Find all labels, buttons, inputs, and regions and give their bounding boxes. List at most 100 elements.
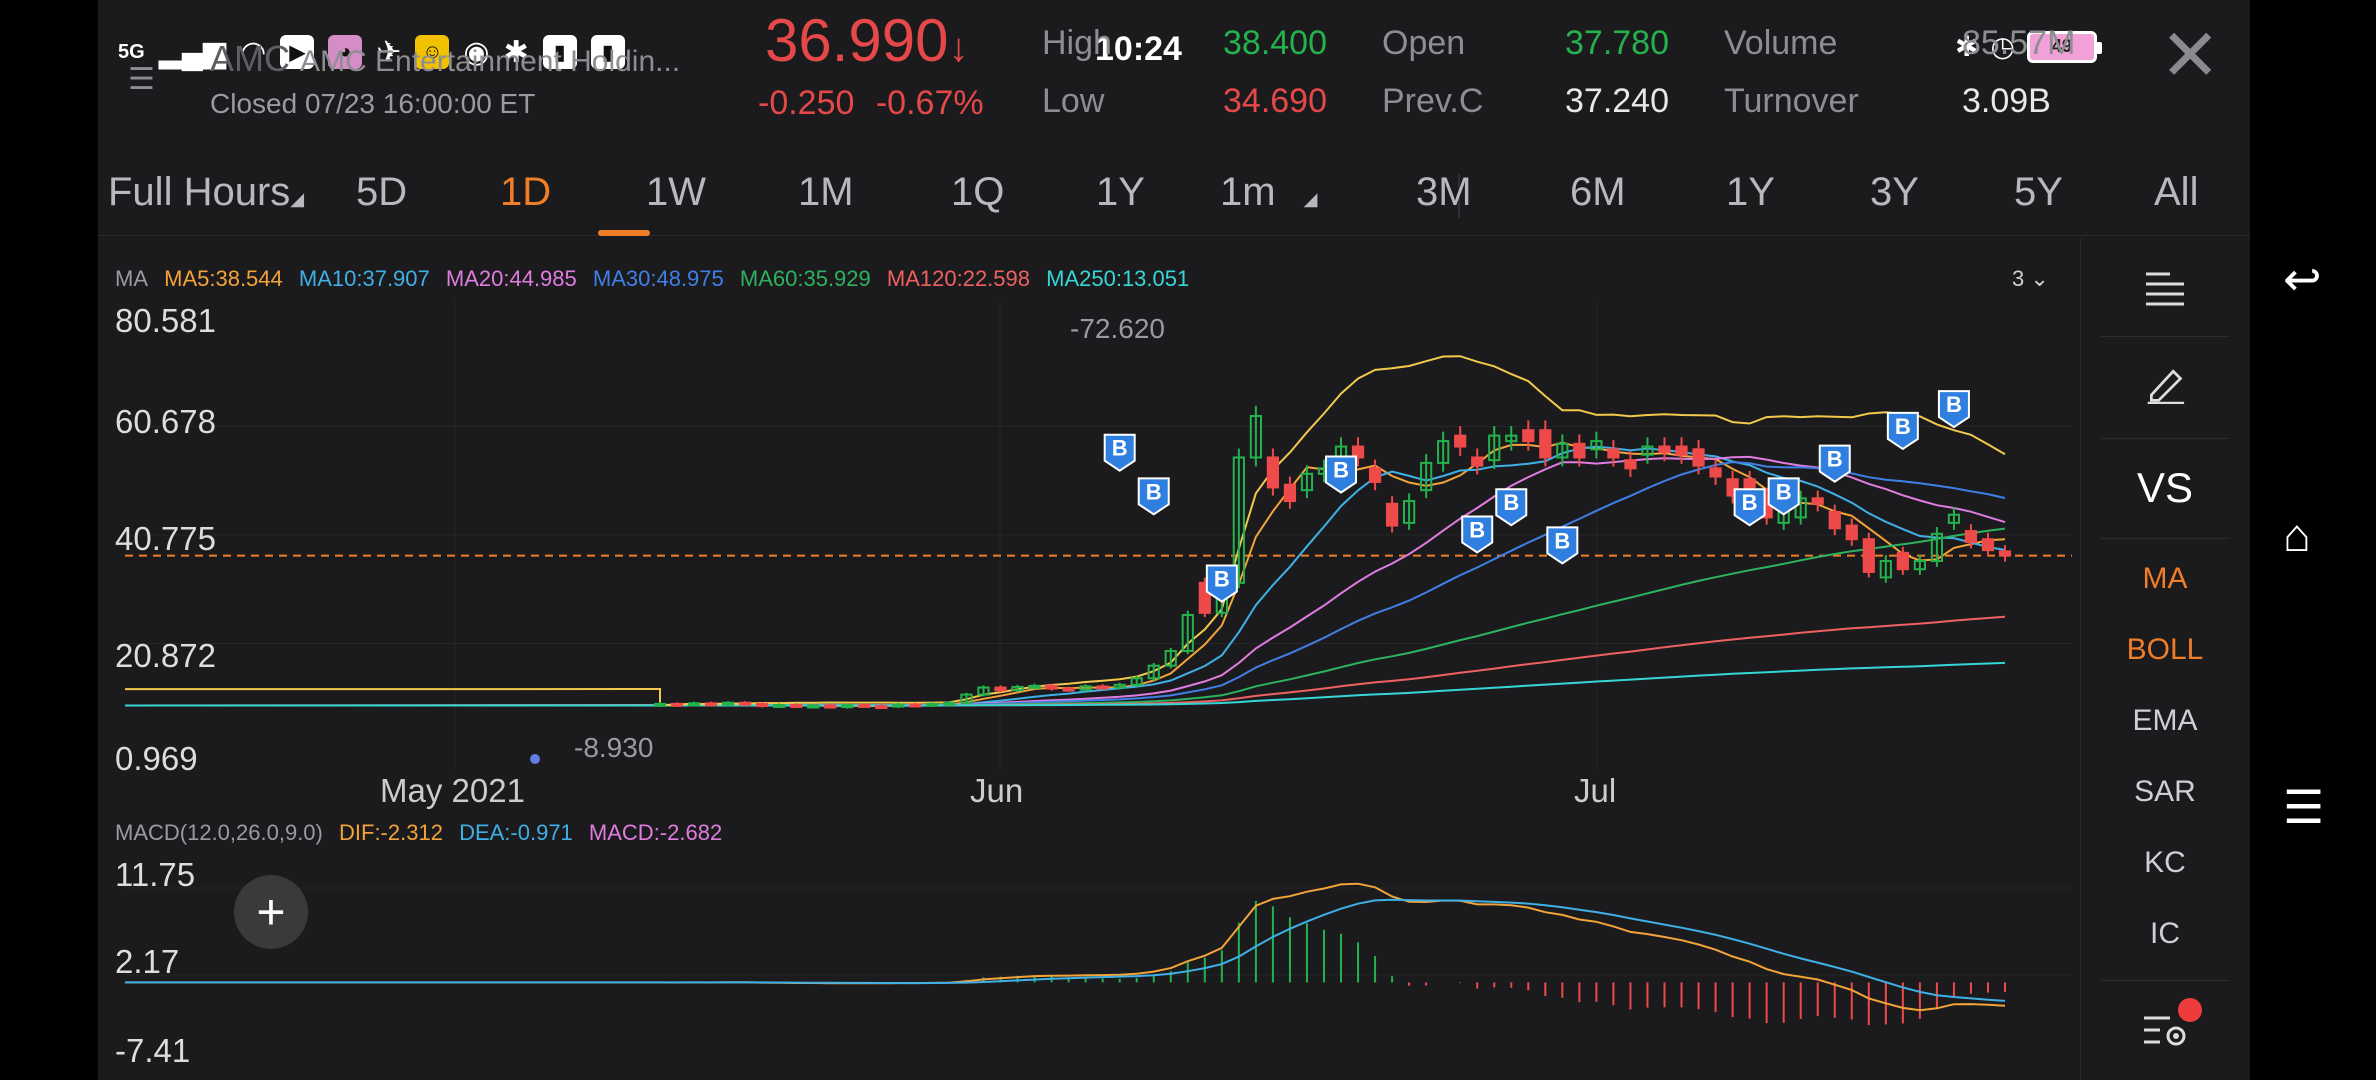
dropdown-triangle-icon: ◢ [290, 189, 305, 209]
home-icon[interactable]: ⌂ [2283, 509, 2311, 561]
app-notification-icon: ◕ [328, 35, 363, 69]
volume-label: Volume [1724, 24, 1838, 62]
tab-1min[interactable]: 1m ◢ [1220, 170, 1318, 214]
recents-menu-icon[interactable]: ☰ [2283, 781, 2325, 833]
buy-marker-badge [1733, 488, 1766, 527]
candle [943, 701, 956, 706]
buy-marker: B [1205, 564, 1238, 603]
candle [1147, 664, 1160, 680]
candle [1862, 538, 1875, 573]
ma-legend-prefix: MA [115, 266, 148, 291]
list-lines-icon[interactable] [2140, 268, 2190, 308]
pencil-draw-icon[interactable] [2140, 364, 2190, 404]
date-axis-label-0: May 2021 [380, 772, 525, 809]
status-bar: 5G ▂▄▆ ◠ ▶ ◕ ✈ ☺ ◉ ✱ ▮ ▮ [118, 28, 625, 76]
tab-all[interactable]: All [2154, 170, 2199, 214]
indicator-ma[interactable]: MA [2142, 562, 2188, 595]
candle [909, 703, 922, 708]
tab-1q[interactable]: 1Q [951, 170, 1005, 214]
candle [875, 705, 888, 710]
ma20-line [124, 455, 2006, 707]
price-change: -0.250 -0.67% [758, 84, 984, 123]
last-price: 36.990↓ [765, 6, 969, 75]
tab-6m[interactable]: 6M [1570, 170, 1626, 214]
candle [1198, 581, 1211, 614]
open-label: Open [1382, 24, 1466, 62]
add-indicator-button[interactable]: + [234, 875, 308, 949]
candle [1981, 538, 1995, 552]
macd-axis-label-0: 11.75 [115, 856, 196, 893]
tab-3y[interactable]: 3Y [1870, 170, 1919, 214]
price-axis-label-2: 40.775 [115, 520, 216, 557]
candle [1164, 649, 1177, 667]
macd-legend[interactable]: MACD(12.0,26.0,9.0) DIF:-2.312 DEA:-0.97… [115, 820, 732, 846]
indicator-ic[interactable]: IC [2150, 917, 2180, 950]
macd-axis-label-1: 2.17 [115, 943, 180, 980]
indicator-settings-icon[interactable] [2140, 1010, 2190, 1050]
ma250-value: MA250:13.051 [1046, 266, 1190, 291]
ma-legend[interactable]: MA MA5:38.544 MA10:37.907 MA20:44.985 MA… [115, 266, 1199, 292]
candle [1794, 497, 1807, 519]
macd-axis-label-2: -7.41 [115, 1032, 191, 1069]
last-price-value: 36.990 [765, 7, 949, 74]
price-change-percent: -0.67% [875, 84, 984, 122]
side-divider [2100, 438, 2230, 439]
tab-1y[interactable]: 1Y [1096, 170, 1145, 214]
date-axis-label-2: Jul [1574, 772, 1617, 809]
back-icon[interactable]: ↩ [2283, 253, 2322, 305]
close-icon[interactable]: ✕ [2160, 16, 2221, 96]
macd-dif-line [125, 882, 2006, 1012]
buy-marker-badge [1886, 411, 1919, 451]
chart-count-selector[interactable]: 3 ⌄ [2012, 266, 2049, 291]
indicator-ema[interactable]: EMA [2132, 704, 2198, 737]
tab-full-hours[interactable]: Full Hours◢ [108, 170, 305, 214]
tab-1y-long[interactable]: 1Y [1726, 170, 1775, 214]
tab-5d[interactable]: 5D [356, 170, 408, 214]
candle [1828, 510, 1841, 530]
tab-5y[interactable]: 5Y [2014, 170, 2063, 214]
candle [1930, 532, 1944, 563]
buy-marker-label: B [1776, 479, 1792, 504]
side-divider [2100, 538, 2230, 539]
tab-1m[interactable]: 1M [798, 170, 854, 214]
indicator-sar[interactable]: SAR [2134, 775, 2196, 808]
candle [670, 702, 684, 707]
ma20-value: MA20:44.985 [445, 266, 577, 291]
candle [1096, 685, 1109, 690]
candle [1522, 429, 1535, 443]
buy-marker-label: B [1827, 447, 1843, 472]
candle [1454, 434, 1467, 448]
candle [1011, 685, 1024, 692]
candle [1130, 677, 1143, 686]
indicator-kc[interactable]: KC [2144, 846, 2186, 879]
bird-notification-icon: ✈ [376, 35, 402, 69]
candle [1045, 684, 1058, 690]
price-change-value: -0.250 [758, 84, 855, 122]
candle [977, 686, 990, 696]
buy-marker-badge [1461, 515, 1494, 554]
buy-marker: B [1103, 433, 1136, 472]
menu-list-icon[interactable]: ☰ [128, 63, 155, 96]
candle [1675, 445, 1688, 456]
tab-3m[interactable]: 3M [1416, 170, 1472, 214]
ma5-value: MA5:38.544 [164, 266, 283, 291]
buy-marker-badge [1103, 433, 1136, 472]
dropdown-triangle-icon: ◢ [1303, 189, 1318, 209]
indicator-boll[interactable]: BOLL [2126, 633, 2204, 666]
candle [1471, 456, 1484, 467]
buy-marker: B [1461, 515, 1494, 554]
tab-1d[interactable]: 1D [500, 170, 552, 214]
candle [1896, 551, 1909, 571]
compare-vs-button[interactable]: VS [2136, 464, 2194, 511]
side-divider [2100, 336, 2230, 337]
tab-1w[interactable]: 1W [646, 170, 706, 214]
buy-marker-label: B [1469, 517, 1485, 542]
bug-notification-icon: ✱ [503, 35, 529, 69]
wifi-icon: ◠ [240, 35, 267, 69]
system-navigation-bar [2250, 0, 2376, 1080]
chevron-down-icon: ⌄ [2030, 266, 2049, 291]
company-name: AMC Entertainment Holdin... [300, 45, 681, 78]
buy-marker: B [1767, 477, 1800, 516]
buy-marker-label: B [1333, 458, 1349, 483]
